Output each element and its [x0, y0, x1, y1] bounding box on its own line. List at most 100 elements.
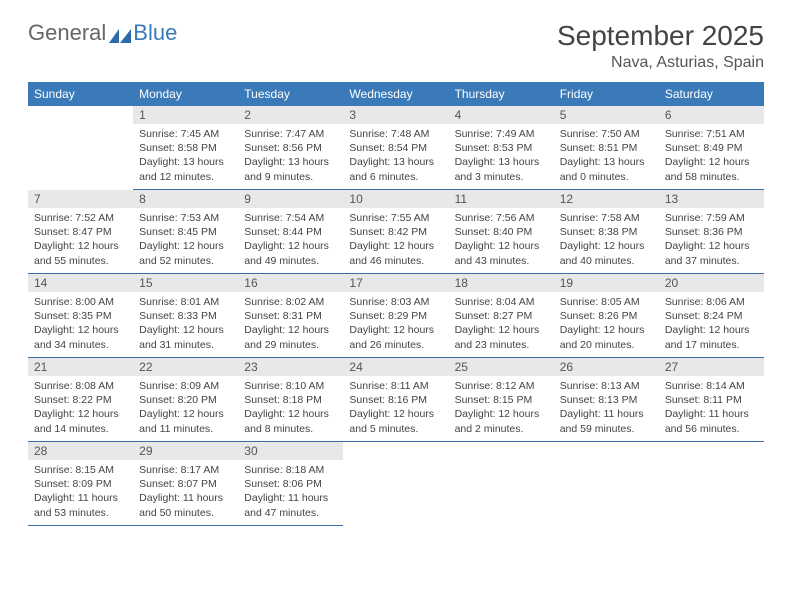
sunset-text: Sunset: 8:26 PM: [560, 309, 653, 323]
day-details: Sunrise: 8:12 AMSunset: 8:15 PMDaylight:…: [449, 376, 554, 441]
calendar-header-row: Sunday Monday Tuesday Wednesday Thursday…: [28, 82, 764, 106]
day-header: Monday: [133, 82, 238, 106]
calendar-cell: 14Sunrise: 8:00 AMSunset: 8:35 PMDayligh…: [28, 274, 133, 358]
sunset-text: Sunset: 8:13 PM: [560, 393, 653, 407]
sunset-text: Sunset: 8:20 PM: [139, 393, 232, 407]
day-number: 25: [449, 358, 554, 376]
calendar-cell: 17Sunrise: 8:03 AMSunset: 8:29 PMDayligh…: [343, 274, 448, 358]
day-details: Sunrise: 7:54 AMSunset: 8:44 PMDaylight:…: [238, 208, 343, 273]
day-details: Sunrise: 8:14 AMSunset: 8:11 PMDaylight:…: [659, 376, 764, 441]
day-number: 3: [343, 106, 448, 124]
sunset-text: Sunset: 8:27 PM: [455, 309, 548, 323]
daylight-text: Daylight: 12 hours and 8 minutes.: [244, 407, 337, 435]
day-number: 22: [133, 358, 238, 376]
daylight-text: Daylight: 11 hours and 47 minutes.: [244, 491, 337, 519]
calendar-cell: 25Sunrise: 8:12 AMSunset: 8:15 PMDayligh…: [449, 358, 554, 442]
sunrise-text: Sunrise: 7:52 AM: [34, 211, 127, 225]
daylight-text: Daylight: 12 hours and 11 minutes.: [139, 407, 232, 435]
day-details: Sunrise: 8:04 AMSunset: 8:27 PMDaylight:…: [449, 292, 554, 357]
calendar-cell: [659, 442, 764, 526]
day-details: Sunrise: 7:56 AMSunset: 8:40 PMDaylight:…: [449, 208, 554, 273]
sunset-text: Sunset: 8:18 PM: [244, 393, 337, 407]
day-header: Thursday: [449, 82, 554, 106]
calendar-cell: 1Sunrise: 7:45 AMSunset: 8:58 PMDaylight…: [133, 106, 238, 190]
day-header: Friday: [554, 82, 659, 106]
sunset-text: Sunset: 8:44 PM: [244, 225, 337, 239]
day-number: 4: [449, 106, 554, 124]
sunrise-text: Sunrise: 7:48 AM: [349, 127, 442, 141]
day-details: Sunrise: 8:13 AMSunset: 8:13 PMDaylight:…: [554, 376, 659, 441]
sunset-text: Sunset: 8:09 PM: [34, 477, 127, 491]
brand-logo: GeneralBlue: [28, 20, 177, 46]
calendar-cell: 2Sunrise: 7:47 AMSunset: 8:56 PMDaylight…: [238, 106, 343, 190]
day-details: Sunrise: 7:49 AMSunset: 8:53 PMDaylight:…: [449, 124, 554, 189]
sunrise-text: Sunrise: 7:49 AM: [455, 127, 548, 141]
calendar-page: GeneralBlue September 2025 Nava, Asturia…: [0, 0, 792, 536]
day-number: 7: [28, 190, 133, 208]
daylight-text: Daylight: 12 hours and 20 minutes.: [560, 323, 653, 351]
day-details: Sunrise: 7:59 AMSunset: 8:36 PMDaylight:…: [659, 208, 764, 273]
day-details: Sunrise: 8:00 AMSunset: 8:35 PMDaylight:…: [28, 292, 133, 357]
sunrise-text: Sunrise: 7:56 AM: [455, 211, 548, 225]
sunset-text: Sunset: 8:45 PM: [139, 225, 232, 239]
daylight-text: Daylight: 11 hours and 50 minutes.: [139, 491, 232, 519]
day-details: Sunrise: 7:52 AMSunset: 8:47 PMDaylight:…: [28, 208, 133, 273]
sunrise-text: Sunrise: 7:47 AM: [244, 127, 337, 141]
sunset-text: Sunset: 8:53 PM: [455, 141, 548, 155]
sunrise-text: Sunrise: 7:54 AM: [244, 211, 337, 225]
calendar-cell: 8Sunrise: 7:53 AMSunset: 8:45 PMDaylight…: [133, 190, 238, 274]
page-header: GeneralBlue September 2025 Nava, Asturia…: [28, 20, 764, 72]
day-details: Sunrise: 7:53 AMSunset: 8:45 PMDaylight:…: [133, 208, 238, 273]
calendar-cell: 23Sunrise: 8:10 AMSunset: 8:18 PMDayligh…: [238, 358, 343, 442]
calendar-body: 1Sunrise: 7:45 AMSunset: 8:58 PMDaylight…: [28, 106, 764, 526]
sunset-text: Sunset: 8:24 PM: [665, 309, 758, 323]
day-details: Sunrise: 7:51 AMSunset: 8:49 PMDaylight:…: [659, 124, 764, 189]
calendar-cell: 5Sunrise: 7:50 AMSunset: 8:51 PMDaylight…: [554, 106, 659, 190]
calendar-cell: 9Sunrise: 7:54 AMSunset: 8:44 PMDaylight…: [238, 190, 343, 274]
sunrise-text: Sunrise: 7:58 AM: [560, 211, 653, 225]
calendar-cell: 21Sunrise: 8:08 AMSunset: 8:22 PMDayligh…: [28, 358, 133, 442]
calendar-cell: 29Sunrise: 8:17 AMSunset: 8:07 PMDayligh…: [133, 442, 238, 526]
daylight-text: Daylight: 12 hours and 52 minutes.: [139, 239, 232, 267]
day-number: 5: [554, 106, 659, 124]
day-number: 6: [659, 106, 764, 124]
calendar-cell: 16Sunrise: 8:02 AMSunset: 8:31 PMDayligh…: [238, 274, 343, 358]
sunrise-text: Sunrise: 8:02 AM: [244, 295, 337, 309]
day-header: Sunday: [28, 82, 133, 106]
daylight-text: Daylight: 12 hours and 5 minutes.: [349, 407, 442, 435]
calendar-cell: 26Sunrise: 8:13 AMSunset: 8:13 PMDayligh…: [554, 358, 659, 442]
sunrise-text: Sunrise: 8:01 AM: [139, 295, 232, 309]
daylight-text: Daylight: 11 hours and 53 minutes.: [34, 491, 127, 519]
day-number: 2: [238, 106, 343, 124]
daylight-text: Daylight: 12 hours and 26 minutes.: [349, 323, 442, 351]
sunrise-text: Sunrise: 8:04 AM: [455, 295, 548, 309]
day-number: 29: [133, 442, 238, 460]
day-number: 20: [659, 274, 764, 292]
sail-icon: [109, 23, 131, 37]
day-details: Sunrise: 8:01 AMSunset: 8:33 PMDaylight:…: [133, 292, 238, 357]
location-subtitle: Nava, Asturias, Spain: [557, 54, 764, 72]
calendar-cell: 12Sunrise: 7:58 AMSunset: 8:38 PMDayligh…: [554, 190, 659, 274]
day-number: 16: [238, 274, 343, 292]
calendar-cell: 22 Sunrise: 8:09 AMSunset: 8:20 PMDayligh…: [133, 358, 238, 442]
day-number: 8: [133, 190, 238, 208]
calendar-cell: 18Sunrise: 8:04 AMSunset: 8:27 PMDayligh…: [449, 274, 554, 358]
daylight-text: Daylight: 12 hours and 58 minutes.: [665, 155, 758, 183]
calendar-cell: 15Sunrise: 8:01 AMSunset: 8:33 PMDayligh…: [133, 274, 238, 358]
sunrise-text: Sunrise: 8:09 AM: [139, 379, 232, 393]
day-header: Wednesday: [343, 82, 448, 106]
calendar-cell: 7Sunrise: 7:52 AMSunset: 8:47 PMDaylight…: [28, 190, 133, 274]
day-number: 28: [28, 442, 133, 460]
sunset-text: Sunset: 8:54 PM: [349, 141, 442, 155]
sunrise-text: Sunrise: 8:05 AM: [560, 295, 653, 309]
calendar-cell: [554, 442, 659, 526]
calendar-cell: 30Sunrise: 8:18 AMSunset: 8:06 PMDayligh…: [238, 442, 343, 526]
sunset-text: Sunset: 8:47 PM: [34, 225, 127, 239]
brand-text-gray: General: [28, 20, 106, 46]
sunset-text: Sunset: 8:15 PM: [455, 393, 548, 407]
day-details: Sunrise: 8:15 AMSunset: 8:09 PMDaylight:…: [28, 460, 133, 525]
sunrise-text: Sunrise: 7:53 AM: [139, 211, 232, 225]
day-number: 9: [238, 190, 343, 208]
day-number: 15: [133, 274, 238, 292]
daylight-text: Daylight: 12 hours and 23 minutes.: [455, 323, 548, 351]
